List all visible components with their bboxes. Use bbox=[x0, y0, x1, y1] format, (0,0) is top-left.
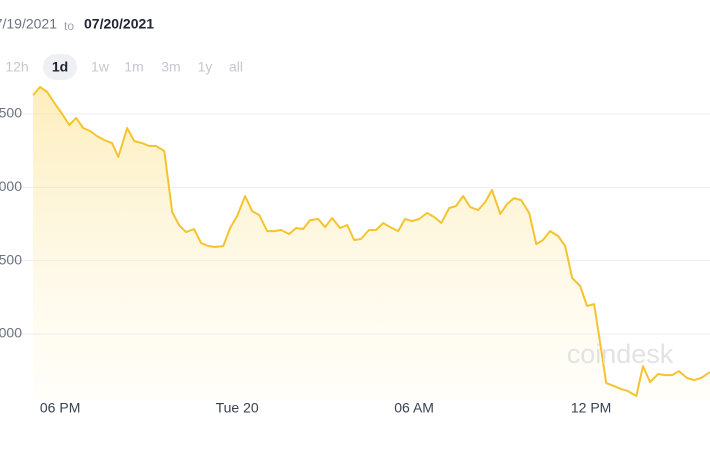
to-label: to bbox=[64, 19, 74, 33]
y-tick-label: 30,500 bbox=[0, 251, 22, 267]
range-button[interactable]: 1y bbox=[198, 59, 213, 75]
range-button[interactable]: 1w bbox=[91, 59, 110, 75]
x-tick-label: 06 PM bbox=[40, 400, 80, 416]
range-button[interactable]: 3m bbox=[161, 59, 180, 75]
y-tick-label: 31,000 bbox=[0, 178, 22, 194]
from-date: 07/19/2021 bbox=[0, 16, 57, 32]
range-button[interactable]: 12h bbox=[5, 59, 28, 75]
x-tick-label: 06 AM bbox=[394, 400, 434, 416]
selected-pill bbox=[43, 54, 77, 80]
range-button[interactable]: all bbox=[229, 59, 243, 75]
range-buttons: 12h 1d 1w 1m 3m 1y all bbox=[5, 54, 243, 80]
plot: 30,000 30,500 31,000 31,500 06 PM Tue 20 06 AM… bbox=[0, 86, 710, 416]
x-tick-label: 12 PM bbox=[571, 400, 611, 416]
watermark: coindesk bbox=[567, 339, 674, 369]
price-line bbox=[32, 86, 710, 397]
range-button[interactable]: 1d bbox=[52, 59, 68, 75]
area-fill bbox=[33, 87, 710, 400]
y-tick-label: 30,000 bbox=[0, 325, 22, 341]
x-tick-label: Tue 20 bbox=[216, 400, 259, 416]
range-button[interactable]: 1m bbox=[124, 59, 143, 75]
y-tick-label: 31,500 bbox=[0, 105, 22, 121]
to-date: 07/20/2021 bbox=[84, 16, 154, 32]
